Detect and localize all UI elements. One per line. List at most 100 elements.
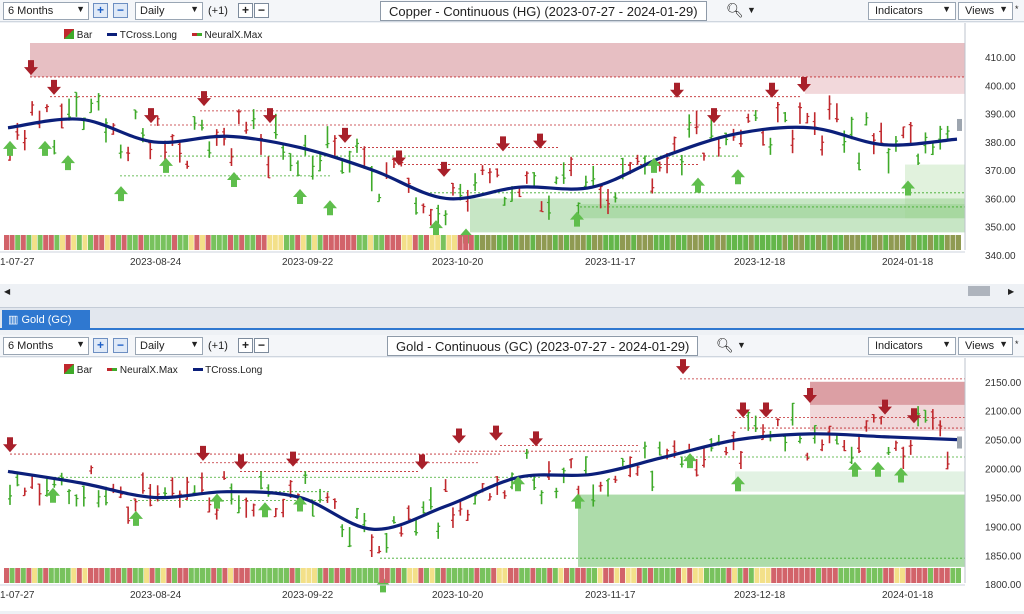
signal-strip-cell	[200, 235, 205, 250]
signal-strip-cell	[429, 568, 435, 583]
zoom-out-button[interactable]: −	[113, 3, 128, 18]
signal-strip-cell	[933, 235, 939, 250]
signal-strip-cell	[188, 568, 194, 583]
copper-title[interactable]: Copper - Continuous (HG) (2023-07-27 - 2…	[380, 1, 707, 21]
gold-views-button[interactable]: Views ▼	[958, 337, 1013, 355]
last-value-marker	[957, 118, 962, 131]
signal-strip-cell	[603, 568, 609, 583]
signal-strip-cell	[474, 568, 480, 583]
buy-arrow-icon	[894, 467, 908, 483]
signal-strip-cell	[771, 235, 777, 250]
copper-chart[interactable]: 410.00 400.00 390.00 380.00 370.00 360.00 350.…	[0, 23, 1024, 284]
copper-offset-label: (+1)	[208, 5, 228, 17]
tab-gold-label: Gold (GC)	[21, 314, 72, 326]
signal-strip-cell	[351, 235, 357, 250]
signal-strip-cell	[71, 568, 77, 583]
copper-scrollbar[interactable]: ◀ ▶	[0, 284, 1024, 298]
signal-strip-cell	[244, 235, 250, 250]
scrollbar-thumb[interactable]	[968, 286, 990, 296]
signal-strip-cell	[65, 568, 71, 583]
signal-strip-cell	[698, 568, 704, 583]
zoom-in-button[interactable]: +	[93, 338, 108, 353]
signal-strip-cell	[894, 568, 900, 583]
signal-strip-cell	[440, 235, 446, 250]
buy-arrow-icon	[46, 487, 60, 503]
copper-chart-svg[interactable]: 410.00 400.00 390.00 380.00 370.00 360.00 350.…	[0, 23, 1024, 284]
sell-arrow-icon	[196, 445, 210, 461]
signal-strip-cell	[15, 235, 21, 250]
signal-strip-cell	[99, 568, 105, 583]
tab-gold[interactable]: ▥ Gold (GC)	[2, 310, 90, 330]
signal-strip-cell	[659, 235, 665, 250]
buy-arrow-icon	[38, 140, 52, 156]
sell-arrow-icon	[489, 425, 503, 441]
signal-strip-cell	[340, 568, 345, 583]
signal-strip-cell	[855, 235, 861, 250]
signal-strip-cell	[743, 568, 749, 583]
signal-strip-cell	[916, 568, 922, 583]
signal-strip-cell	[284, 568, 289, 583]
search-icon[interactable]: 🔍︎	[716, 337, 734, 353]
buy-arrow-icon	[210, 493, 224, 509]
signal-strip-cell	[452, 568, 457, 583]
buy-arrow-icon	[293, 188, 307, 204]
copper-interval-select[interactable]: Daily ▼	[135, 2, 203, 20]
copper-indicators-button[interactable]: Indicators ▼	[868, 2, 956, 20]
signal-strip-cell	[754, 235, 760, 250]
signal-strip-cell	[54, 235, 60, 250]
offset-decrease-button[interactable]: −	[254, 3, 269, 18]
copper-views-button[interactable]: Views ▼	[958, 2, 1013, 20]
signal-strip-cell	[396, 235, 401, 250]
gold-chart-svg[interactable]: 2150.00 2100.00 2050.00 2000.00 1950.00 1900.…	[0, 358, 1024, 611]
signal-strip-cell	[272, 235, 278, 250]
signal-strip-cell	[485, 235, 491, 250]
y-tick-label: 350.00	[985, 223, 1016, 234]
gold-range-select[interactable]: 6 Months ▼	[3, 337, 89, 355]
signal-strip-cell	[737, 568, 743, 583]
gold-chart[interactable]: 2150.00 2100.00 2050.00 2000.00 1950.00 1900.…	[0, 358, 1024, 611]
sell-arrow-icon	[392, 150, 406, 166]
buy-arrow-icon	[731, 169, 745, 185]
signal-strip-cell	[60, 235, 65, 250]
chevron-down-icon[interactable]: ▼	[737, 340, 746, 350]
search-icon[interactable]: 🔍︎	[726, 2, 744, 18]
gold-range-value: 6 Months	[8, 340, 54, 352]
gold-interval-select[interactable]: Daily ▼	[135, 337, 203, 355]
offset-increase-button[interactable]: +	[238, 3, 253, 18]
copper-range-select[interactable]: 6 Months ▼	[3, 2, 89, 20]
zoom-in-button[interactable]: +	[93, 3, 108, 18]
chevron-down-icon[interactable]: ▼	[747, 5, 756, 15]
signal-strip-cell	[558, 568, 564, 583]
signal-strip-cell	[127, 568, 133, 583]
zoom-out-button[interactable]: −	[113, 338, 128, 353]
signal-strip-cell	[407, 235, 413, 250]
pin-icon[interactable]: *	[1015, 4, 1019, 14]
signal-strip-cell	[104, 235, 110, 250]
offset-increase-button[interactable]: +	[238, 338, 253, 353]
x-tick-label: 1-07-27	[0, 590, 35, 601]
signal-strip-cell	[827, 235, 833, 250]
resistance-zone	[805, 76, 965, 94]
signal-strip-cell	[832, 235, 838, 250]
signal-strip-cell	[446, 235, 452, 250]
signal-strip-cell	[776, 235, 782, 250]
offset-decrease-button[interactable]: −	[254, 338, 269, 353]
signal-strip-cell	[368, 235, 373, 250]
pin-icon[interactable]: *	[1015, 339, 1019, 349]
x-tick-label: 2023-10-20	[432, 590, 484, 601]
gold-indicators-button[interactable]: Indicators ▼	[868, 337, 956, 355]
signal-strip-cell	[670, 568, 676, 583]
scroll-left-icon[interactable]: ◀	[4, 287, 11, 296]
signal-strip-cell	[569, 235, 575, 250]
sell-arrow-icon	[452, 428, 466, 444]
signal-strip-cell	[911, 235, 917, 250]
gold-title[interactable]: Gold - Continuous (GC) (2023-07-27 - 202…	[387, 336, 699, 356]
scroll-right-icon[interactable]: ▶	[1008, 287, 1015, 296]
signal-strip-cell	[580, 568, 586, 583]
signal-strip-cell	[586, 568, 592, 583]
signal-strip-cell	[412, 235, 418, 250]
signal-strip-cell	[48, 568, 54, 583]
signal-strip-cell	[267, 568, 273, 583]
signal-strip-cell	[373, 235, 379, 250]
signal-strip-cell	[676, 235, 681, 250]
